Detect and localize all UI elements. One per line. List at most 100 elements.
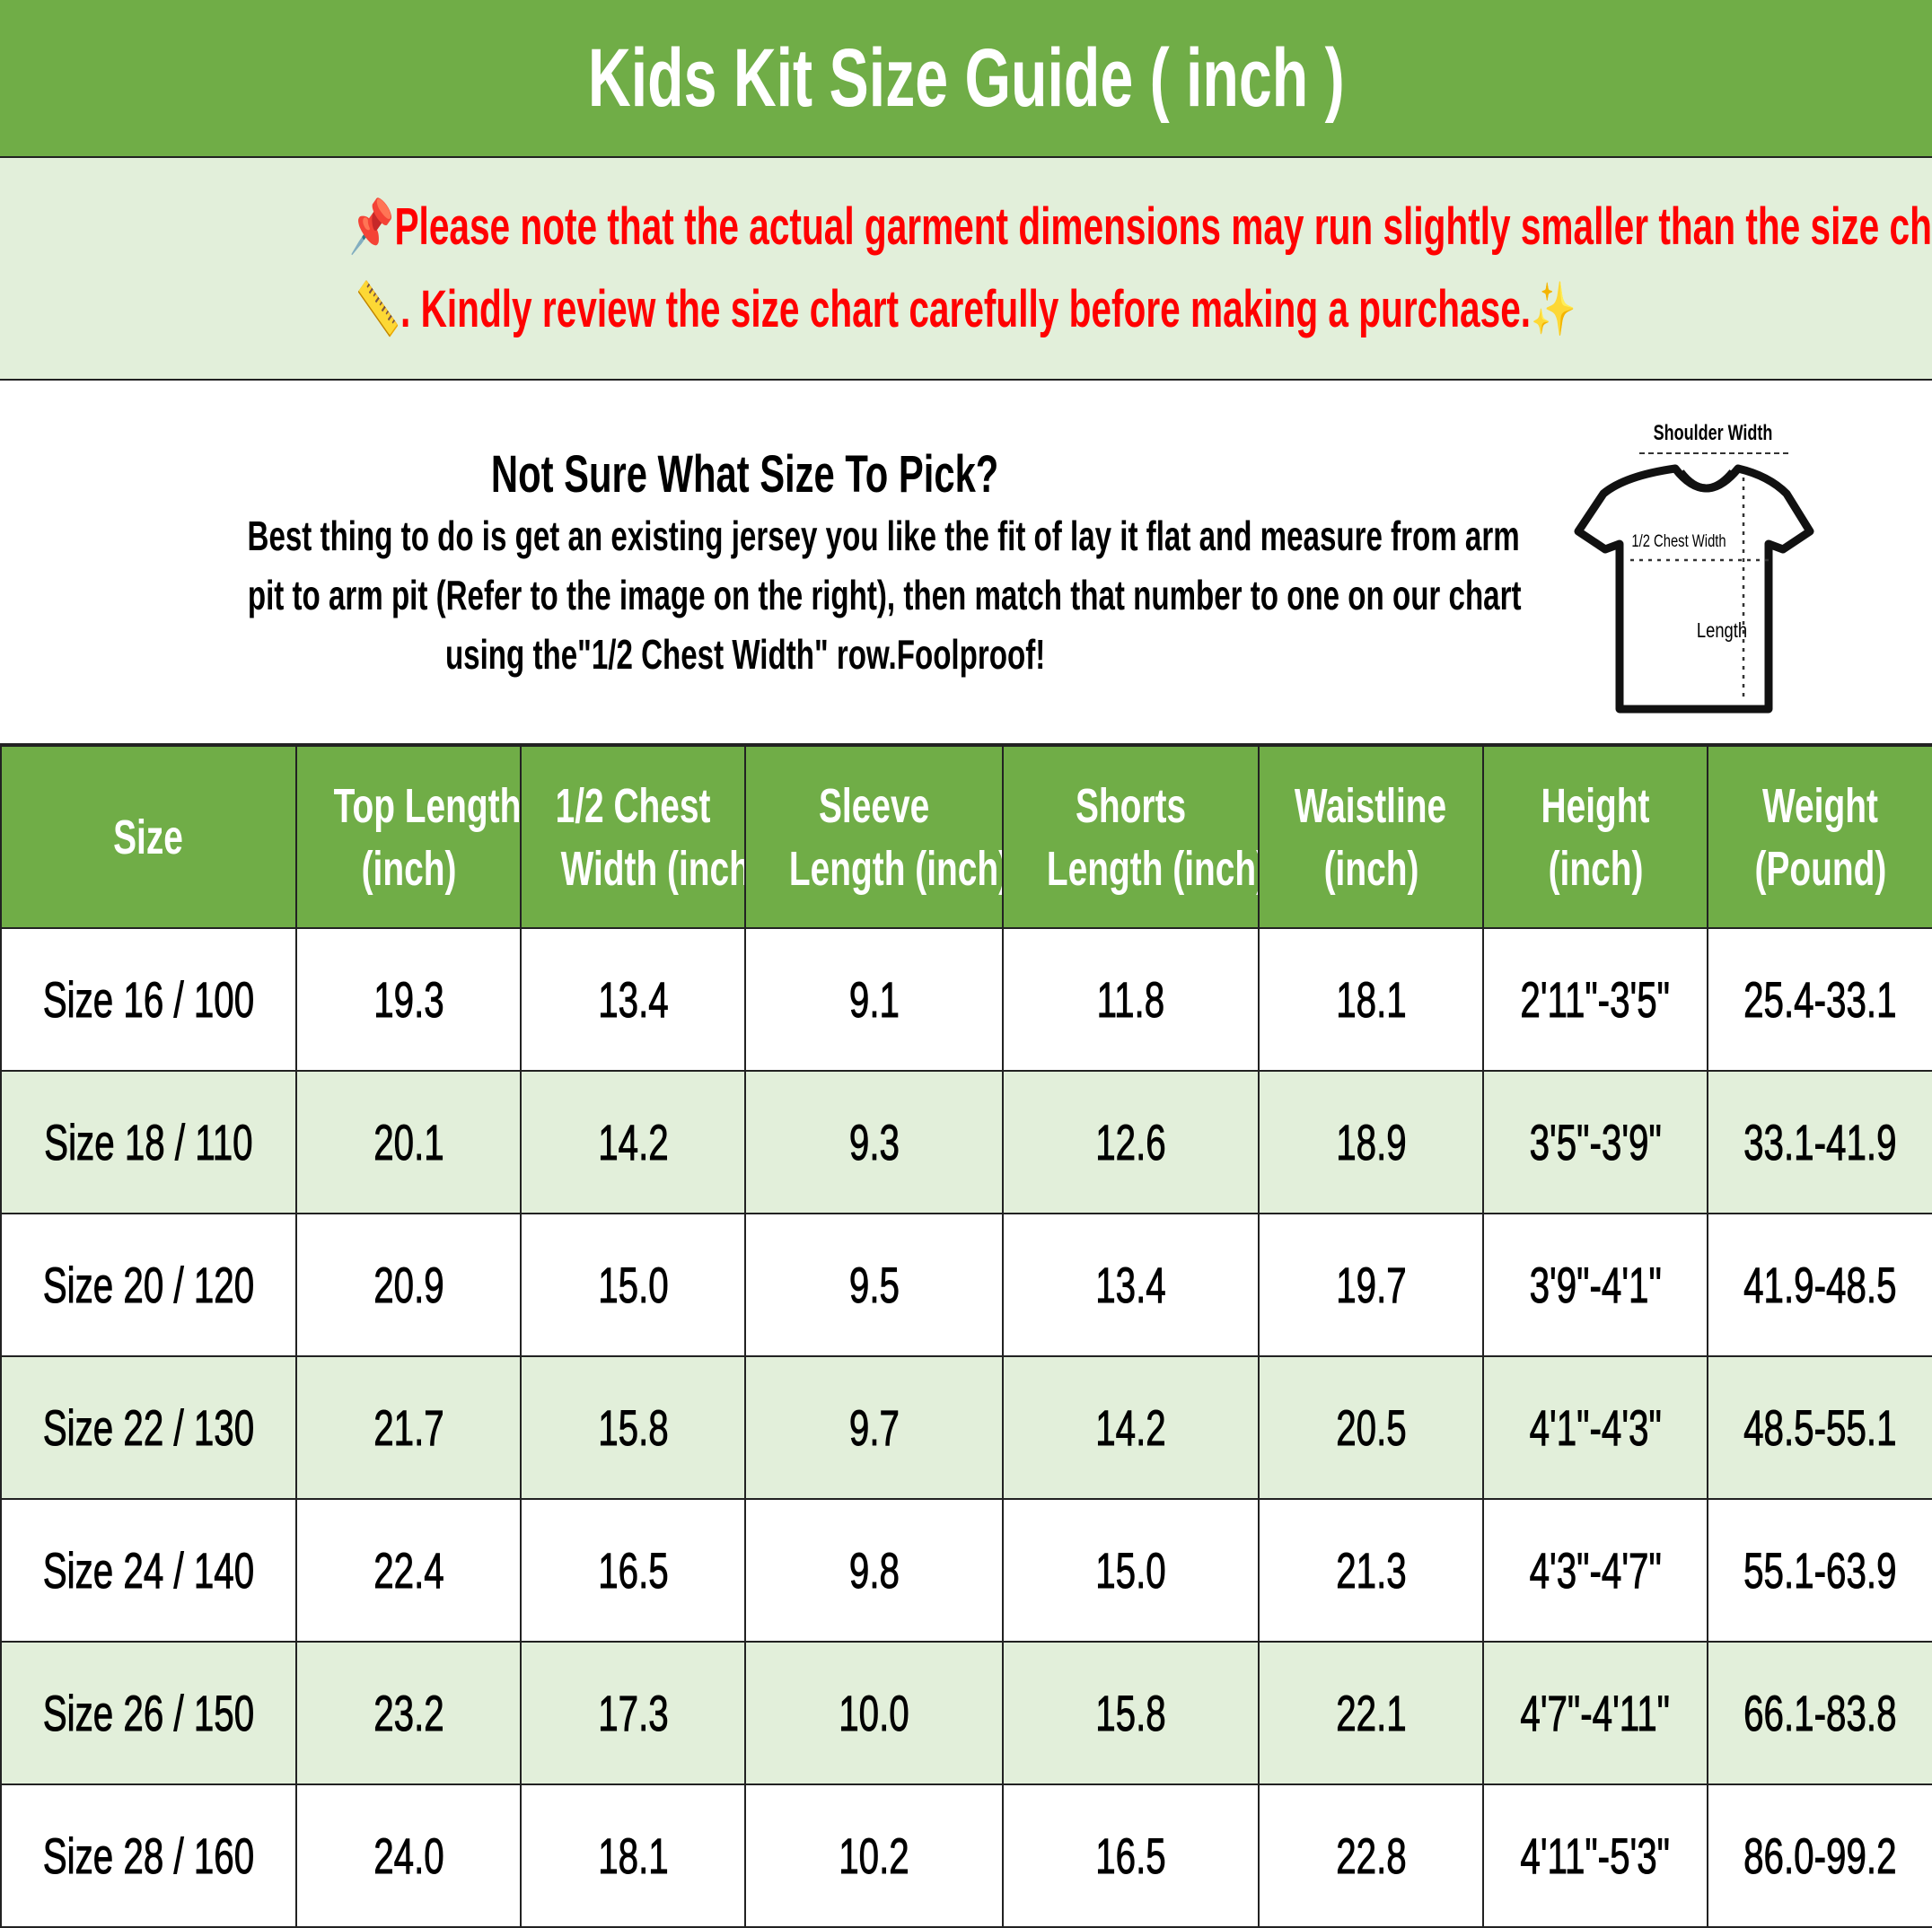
value-cell: 19.7 [1258,1213,1484,1357]
column-header-text: Length (inch) [788,841,1003,896]
value-cell: 12.6 [1002,1070,1260,1214]
table-row: Size 18 / 110 20.1 14.2 9.3 12.6 18.9 3'5"-3'9… [0,1070,1932,1214]
value-cell: 15.0 [1002,1498,1260,1643]
table-row: Size 20 / 120 20.9 15.0 9.5 13.4 19.7 3'9"-4'1… [0,1213,1932,1357]
value-cell: 18.1 [1258,927,1484,1072]
value-cell: 16.5 [1002,1783,1260,1928]
value-cell: 15.0 [520,1213,746,1357]
collar [1677,469,1736,493]
value-cell: 21.3 [1258,1498,1484,1643]
table-header-row: Size Top Length (inch) 1/2 Chest Width (inch… [0,745,1932,929]
help-text-2: pit to arm pit (Refer to the image on th… [247,572,1522,618]
pushpin-icon: 📌 [348,197,395,256]
value-cell: 15.8 [1002,1641,1260,1785]
value-cell: 3'5"-3'9" [1482,1070,1708,1214]
value-cell: 14.2 [520,1070,746,1214]
size-cell: Size 26 / 150 [0,1641,297,1785]
value-cell: 14.2 [1002,1355,1260,1500]
column-header-text: (inch) [1548,841,1643,896]
tshirt-outline [1574,464,1814,714]
value-cell: 4'7"-4'11" [1482,1641,1708,1785]
value-cell: 4'11"-5'3" [1482,1783,1708,1928]
column-header: Shorts Length (inch) [1002,745,1260,929]
value-cell: 9.8 [744,1498,1004,1643]
value-cell: 20.9 [295,1213,522,1357]
notice-banner: 📌Please note that the actual garment dim… [0,158,1932,381]
table-row: Size 28 / 160 24.0 18.1 10.2 16.5 22.8 4'11"-5… [0,1783,1932,1928]
column-header-text: Shorts [1075,778,1187,833]
column-header-text: (inch) [361,841,456,896]
value-cell: 20.1 [295,1070,522,1214]
sparkles-icon: ✨ [1531,280,1577,338]
value-cell: 2'11"-3'5" [1482,927,1708,1072]
column-header-text: Sleeve [818,778,930,833]
value-cell: 11.8 [1002,927,1260,1072]
value-cell: 25.4-33.1 [1707,927,1932,1072]
column-header: Height (inch) [1482,745,1708,929]
value-cell: 86.0-99.2 [1707,1783,1932,1928]
value-cell: 22.8 [1258,1783,1484,1928]
column-header-text: Waistline [1295,778,1447,833]
value-cell: 55.1-63.9 [1707,1498,1932,1643]
size-cell: Size 24 / 140 [0,1498,297,1643]
column-header-text: Height [1541,778,1650,833]
table-row: Size 22 / 130 21.7 15.8 9.7 14.2 20.5 4'1"-4'3… [0,1355,1932,1500]
page-title: Kids Kit Size Guide ( inch ) [0,0,1932,158]
value-cell: 10.0 [744,1641,1004,1785]
sizing-help: Not Sure What Size To Pick? Best thing t… [0,381,1932,745]
value-cell: 9.3 [744,1070,1004,1214]
value-cell: 9.7 [744,1355,1004,1500]
help-heading: Not Sure What Size To Pick? [491,445,999,504]
column-header-text: Width (inch) [560,841,745,896]
value-cell: 4'3"-4'7" [1482,1498,1708,1643]
value-cell: 4'1"-4'3" [1482,1355,1708,1500]
table-row: Size 24 / 140 22.4 16.5 9.8 15.0 21.3 4'3"-4'7… [0,1498,1932,1643]
value-cell: 13.4 [1002,1213,1260,1357]
value-cell: 3'9"-4'1" [1482,1213,1708,1357]
value-cell: 22.1 [1258,1641,1484,1785]
notice-line-2: . Kindly review the size chart carefully… [400,280,1532,338]
value-cell: 22.4 [295,1498,522,1643]
notice-line-1: Please note that the actual garment dime… [394,197,1932,256]
value-cell: 10.2 [744,1783,1004,1928]
shoulder-width-label: Shoulder Width [1654,422,1773,445]
size-cell: Size 18 / 110 [0,1070,297,1214]
column-header: Sleeve Length (inch) [744,745,1004,929]
help-text-3: using the"1/2 Chest Width" row.Foolproof… [444,631,1046,678]
tshirt-diagram: Shoulder Width 1/2 Chest Width Length [1574,422,1814,714]
size-cell: Size 20 / 120 [0,1213,297,1357]
column-header-text: (Pound) [1754,841,1886,896]
size-cell: Size 22 / 130 [0,1355,297,1500]
size-cell: Size 16 / 100 [0,927,297,1072]
value-cell: 48.5-55.1 [1707,1355,1932,1500]
value-cell: 41.9-48.5 [1707,1213,1932,1357]
column-header: Size [0,745,297,929]
value-cell: 23.2 [295,1641,522,1785]
value-cell: 21.7 [295,1355,522,1500]
table-row: Size 16 / 100 19.3 13.4 9.1 11.8 18.1 2'11"-3'… [0,927,1932,1072]
size-chart-table: Size Top Length (inch) 1/2 Chest Width (inch… [0,745,1932,1928]
ruler-icon: 📏 [355,280,401,338]
column-header: Waistline (inch) [1258,745,1484,929]
value-cell: 19.3 [295,927,522,1072]
value-cell: 18.9 [1258,1070,1484,1214]
column-header-text: (inch) [1323,841,1418,896]
chest-width-label: 1/2 Chest Width [1631,531,1726,550]
value-cell: 13.4 [520,927,746,1072]
value-cell: 9.1 [744,927,1004,1072]
value-cell: 16.5 [520,1498,746,1643]
length-label: Length [1697,619,1747,642]
value-cell: 20.5 [1258,1355,1484,1500]
value-cell: 33.1-41.9 [1707,1070,1932,1214]
value-cell: 24.0 [295,1783,522,1928]
column-header: 1/2 Chest Width (inch) [520,745,746,929]
column-header-text: Weight [1762,778,1878,833]
value-cell: 15.8 [520,1355,746,1500]
table-row: Size 26 / 150 23.2 17.3 10.0 15.8 22.1 4'7"-4'… [0,1641,1932,1785]
column-header-text: Top Length [333,778,521,833]
column-header-text: 1/2 Chest [555,778,711,833]
column-header-text: Length (inch) [1046,841,1259,896]
column-header: Top Length (inch) [295,745,522,929]
value-cell: 66.1-83.8 [1707,1641,1932,1785]
column-header: Weight (Pound) [1707,745,1932,929]
